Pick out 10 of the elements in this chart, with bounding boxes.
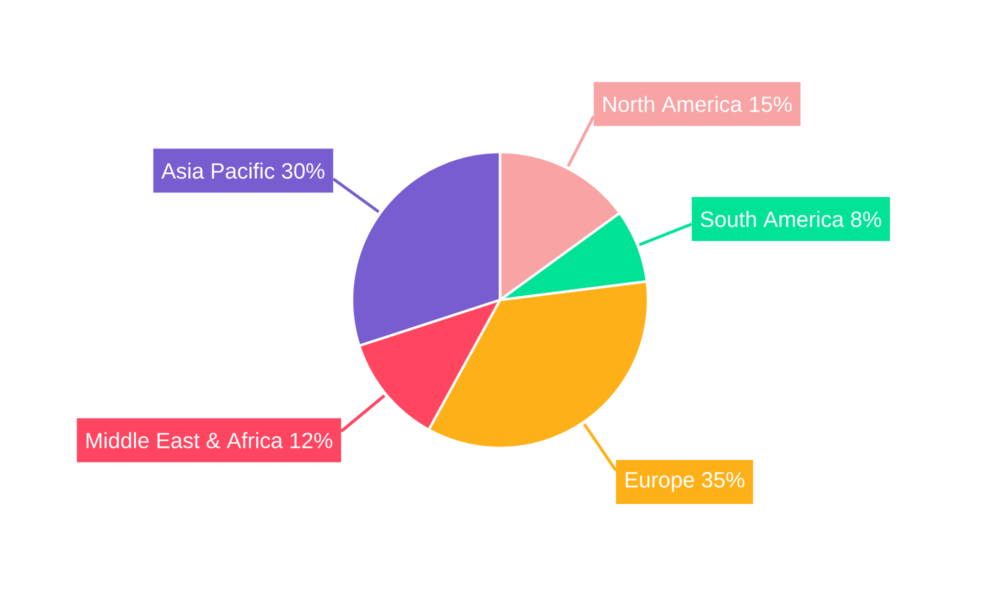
data-label: 15% — [750, 96, 792, 112]
slice-label: Europe — [626, 472, 694, 492]
slice-label: Asia Pacific — [161, 162, 274, 179]
data-label: 12% — [290, 432, 332, 448]
slice-label: South America — [700, 210, 844, 228]
slice-label: North America — [604, 96, 742, 112]
data-label: 8% — [851, 212, 882, 228]
data-label: 35% — [702, 472, 744, 488]
slice-label: Middle East & Africa — [86, 432, 283, 448]
data-label: 30% — [282, 163, 324, 179]
